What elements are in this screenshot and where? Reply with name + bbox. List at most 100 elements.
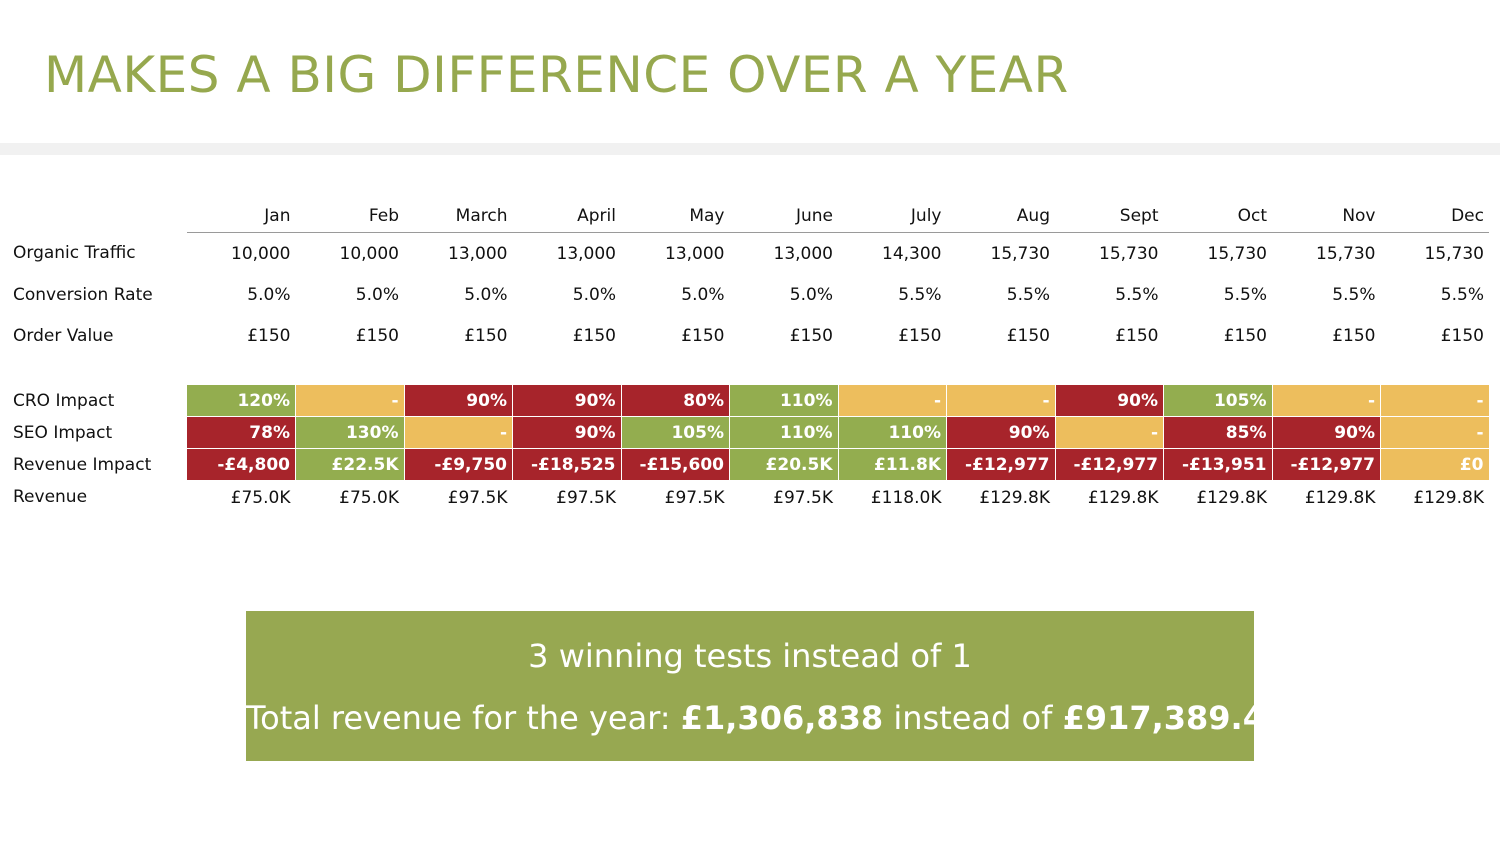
row-conversion-rate: Conversion Rate 5.0% 5.0% 5.0% 5.0% 5.0% 5.0% 5… xyxy=(8,274,1489,315)
month-header: Feb xyxy=(295,200,404,233)
impact-cell: 105% xyxy=(1163,385,1273,417)
summary-winning-tests: 3 winning tests instead of 1 xyxy=(528,637,972,675)
value-cell: 10,000 xyxy=(339,243,399,264)
impact-cell: 90% xyxy=(946,416,1056,449)
value-cell: £129.8K xyxy=(979,487,1050,508)
value-cell: £150 xyxy=(355,325,399,346)
impact-cell: - xyxy=(946,385,1056,417)
summary-new-total: £1,306,838 xyxy=(680,699,884,737)
row-revenue: Revenue £75.0K £75.0K £97.5K £97.5K £97.5K £97… xyxy=(8,481,1489,515)
impact-cell: 78% xyxy=(187,416,296,449)
value-cell: 10,000 xyxy=(231,243,291,264)
value-cell: £75.0K xyxy=(339,487,399,508)
impact-cell: -£18,525 xyxy=(512,448,622,481)
impact-cell: - xyxy=(1380,416,1490,449)
impact-cell: 110% xyxy=(838,416,947,449)
value-cell: £75.0K xyxy=(230,487,291,508)
value-cell: £150 xyxy=(1223,325,1267,346)
value-cell: £150 xyxy=(464,325,508,346)
month-header: July xyxy=(838,200,947,233)
month-header: March xyxy=(404,200,513,233)
value-cell: 15,730 xyxy=(990,243,1050,264)
row-revenue-impact: Revenue Impact -£4,800 £22.5K -£9,750 -£18,5… xyxy=(8,448,1490,481)
impact-cell: -£9,750 xyxy=(404,448,513,481)
row-label: Revenue xyxy=(13,487,88,508)
value-cell: 5.0% xyxy=(464,284,508,305)
value-cell: £97.5K xyxy=(773,487,833,508)
impact-cell: £20.5K xyxy=(729,448,839,481)
value-cell: 5.0% xyxy=(355,284,399,305)
value-cell: £97.5K xyxy=(556,487,616,508)
row-label: Revenue Impact xyxy=(13,454,152,475)
value-cell: 5.5% xyxy=(1115,284,1159,305)
row-order-value: Order Value £150 £150 £150 £150 £150 £150 £150 £… xyxy=(8,315,1489,356)
value-cell: £150 xyxy=(681,325,725,346)
impact-cell: 90% xyxy=(404,385,513,417)
impact-cell: 85% xyxy=(1163,416,1273,449)
value-cell: 15,730 xyxy=(1316,243,1376,264)
value-cell: 5.0% xyxy=(247,284,291,305)
impact-cell: 110% xyxy=(729,385,839,417)
impact-cell: £22.5K xyxy=(295,448,405,481)
value-cell: 15,730 xyxy=(1424,243,1484,264)
month-header: Dec xyxy=(1380,200,1489,233)
value-cell: 13,000 xyxy=(665,243,725,264)
value-cell: 5.0% xyxy=(572,284,616,305)
value-cell: £150 xyxy=(789,325,833,346)
value-cell: 15,730 xyxy=(1207,243,1267,264)
impact-cell: -£15,600 xyxy=(621,448,730,481)
impact-cell: 130% xyxy=(295,416,405,449)
month-header: April xyxy=(512,200,621,233)
summary-prefix: Total revenue for the year: xyxy=(246,699,681,737)
value-cell: £129.8K xyxy=(1304,487,1376,508)
row-cro-impact: CRO Impact 120% -90% 90% 80% 110% - -90% 105% - - xyxy=(8,385,1490,417)
month-header: Sept xyxy=(1055,200,1164,233)
value-cell: £150 xyxy=(1440,325,1484,346)
value-cell: £129.8K xyxy=(1087,487,1159,508)
value-cell: £129.8K xyxy=(1413,487,1484,508)
impact-cell: - xyxy=(838,385,947,417)
value-cell: 13,000 xyxy=(556,243,616,264)
impact-cell: £11.8K xyxy=(838,448,947,481)
month-header-row: Jan Feb March April May June July Aug Sept Oct Nov… xyxy=(8,200,1489,233)
value-cell: 5.5% xyxy=(1223,284,1267,305)
value-cell: 5.0% xyxy=(681,284,725,305)
impact-cell: 90% xyxy=(1055,385,1164,417)
value-cell: £150 xyxy=(1006,325,1050,346)
summary-total-revenue: Total revenue for the year: £1,306,838 i… xyxy=(246,699,1287,737)
month-header: Jan xyxy=(187,200,296,233)
impact-cell: 90% xyxy=(512,385,622,417)
summary-old-total: £917,389.47 xyxy=(1062,699,1288,737)
header-divider xyxy=(0,143,1500,155)
value-cell: £150 xyxy=(247,325,291,346)
impact-cell: 80% xyxy=(621,385,730,417)
impact-cell: 90% xyxy=(1272,416,1381,449)
value-cell: £150 xyxy=(572,325,616,346)
value-cell: £97.5K xyxy=(447,487,508,508)
impact-cell: 110% xyxy=(729,416,839,449)
header-corner xyxy=(8,200,187,233)
summary-middle: instead of xyxy=(883,699,1063,737)
value-cell: £150 xyxy=(898,325,942,346)
impact-cell: 90% xyxy=(512,416,622,449)
row-label: Order Value xyxy=(13,325,114,346)
value-cell: 13,000 xyxy=(448,243,508,264)
value-cell: £150 xyxy=(1332,325,1376,346)
value-cell: £150 xyxy=(1115,325,1159,346)
value-cell: 5.5% xyxy=(898,284,942,305)
impact-cell: - xyxy=(1055,416,1164,449)
impact-cell: -£12,977 xyxy=(946,448,1056,481)
impact-cell: - xyxy=(1272,385,1381,417)
row-organic-traffic: Organic Traffic 10,000 10,000 13,000 13,000 1… xyxy=(8,233,1489,275)
month-header: May xyxy=(621,200,730,233)
impact-cell: -£12,977 xyxy=(1055,448,1164,481)
value-cell: £129.8K xyxy=(1196,487,1267,508)
value-cell: 5.5% xyxy=(1332,284,1376,305)
impact-cell: 120% xyxy=(187,385,296,417)
impact-cell: £0 xyxy=(1380,448,1490,481)
month-header: Oct xyxy=(1163,200,1272,233)
impact-cell: -£13,951 xyxy=(1163,448,1273,481)
value-cell: 5.0% xyxy=(789,284,833,305)
impact-cell: -£12,977 xyxy=(1272,448,1381,481)
value-cell: 5.5% xyxy=(1006,284,1050,305)
